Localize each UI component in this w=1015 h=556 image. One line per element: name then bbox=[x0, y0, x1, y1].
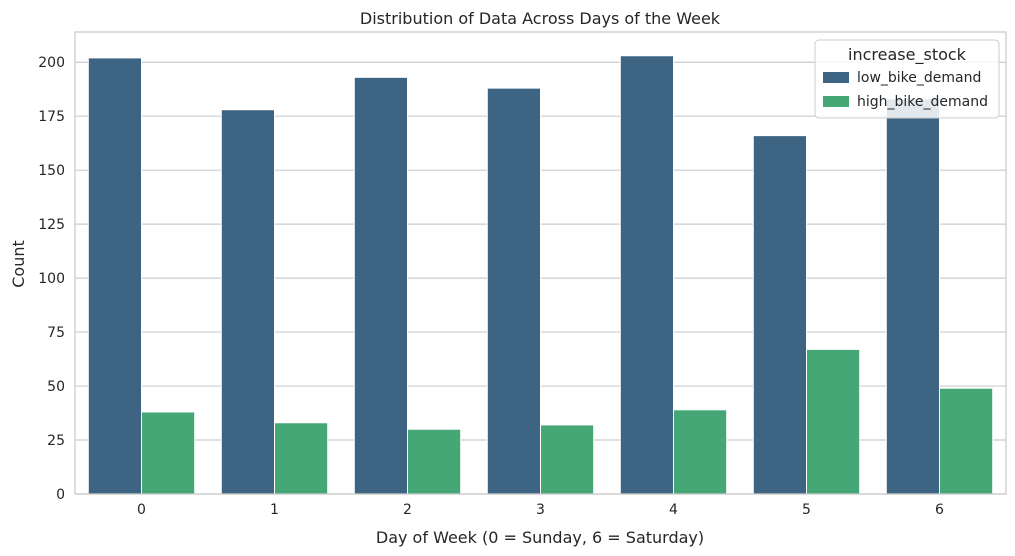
y-axis-ticks: 0 25 50 75 100 125 150 175 200 bbox=[38, 55, 65, 503]
y-tick-label: 0 bbox=[56, 487, 65, 503]
y-tick-label: 75 bbox=[47, 325, 65, 341]
y-tick-label: 100 bbox=[38, 271, 65, 287]
x-axis-label: Day of Week (0 = Sunday, 6 = Saturday) bbox=[376, 528, 704, 547]
x-tick-label: 5 bbox=[802, 502, 811, 518]
y-tick-label: 125 bbox=[38, 217, 65, 233]
x-tick-label: 0 bbox=[137, 502, 146, 518]
bar-high-bike-demand bbox=[673, 409, 728, 495]
bar-low-bike-demand bbox=[87, 57, 143, 495]
y-tick-label: 175 bbox=[38, 109, 65, 125]
legend-label: low_bike_demand bbox=[857, 70, 981, 86]
legend-title: increase_stock bbox=[848, 45, 967, 65]
bars bbox=[87, 55, 994, 495]
bar-low-bike-demand bbox=[486, 87, 541, 495]
x-tick-label: 6 bbox=[935, 502, 944, 518]
y-tick-label: 50 bbox=[47, 379, 65, 395]
bar-low-bike-demand bbox=[353, 76, 408, 495]
bar-high-bike-demand bbox=[274, 422, 329, 495]
bar-high-bike-demand bbox=[407, 428, 462, 495]
bar-high-bike-demand bbox=[141, 411, 196, 495]
legend-swatch bbox=[823, 96, 849, 107]
x-tick-label: 3 bbox=[536, 502, 545, 518]
bar-high-bike-demand bbox=[540, 424, 595, 495]
legend-box bbox=[814, 39, 1000, 119]
legend-swatch bbox=[823, 72, 849, 83]
plot-frame bbox=[74, 31, 1007, 495]
bar-low-bike-demand bbox=[752, 135, 807, 495]
x-tick-label: 2 bbox=[403, 502, 412, 518]
legend-label: high_bike_demand bbox=[857, 94, 988, 110]
bar-low-bike-demand bbox=[619, 55, 674, 495]
y-tick-label: 150 bbox=[38, 163, 65, 179]
chart-title: Distribution of Data Across Days of the … bbox=[360, 9, 721, 28]
y-tick-label: 200 bbox=[38, 55, 65, 71]
bar-low-bike-demand bbox=[885, 98, 940, 495]
y-tick-label: 25 bbox=[47, 433, 65, 449]
x-axis-ticks: 0 1 2 3 4 5 6 bbox=[137, 502, 944, 518]
x-tick-label: 1 bbox=[270, 502, 279, 518]
bar-high-bike-demand bbox=[939, 387, 994, 495]
bar-low-bike-demand bbox=[220, 109, 276, 495]
legend: increase_stock low_bike_demand high_bike_d… bbox=[814, 39, 1000, 119]
y-axis-label: Count bbox=[9, 240, 28, 288]
x-tick-label: 4 bbox=[669, 502, 678, 518]
bar-high-bike-demand bbox=[806, 348, 861, 495]
